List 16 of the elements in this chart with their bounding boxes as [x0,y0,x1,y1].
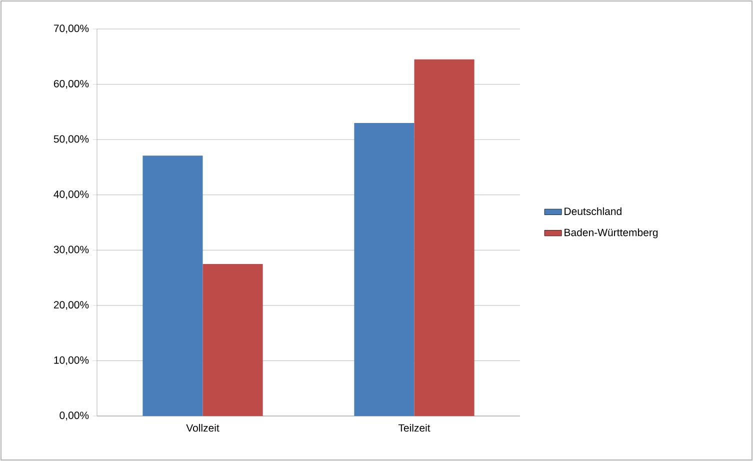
y-tick-label: 70,00% [54,24,89,34]
y-tick-label: 50,00% [54,135,89,144]
y-tick-label: 30,00% [54,246,89,254]
y-tick-label: 60,00% [54,80,89,89]
y-tick-label: 10,00% [54,356,89,366]
y-tick-label: 20,00% [54,301,89,310]
x-tick-label: Vollzeit [186,424,220,432]
bar [142,156,203,416]
legend-label: Baden-Württemberg [564,228,658,238]
y-tick-label: 40,00% [54,190,89,200]
bar [202,264,263,416]
x-tick-label: Teilzeit [398,424,430,432]
bar [354,122,414,416]
legend-label: Deutschland [564,207,622,216]
y-tick-label: 0,00% [60,412,89,420]
bar [414,59,474,416]
